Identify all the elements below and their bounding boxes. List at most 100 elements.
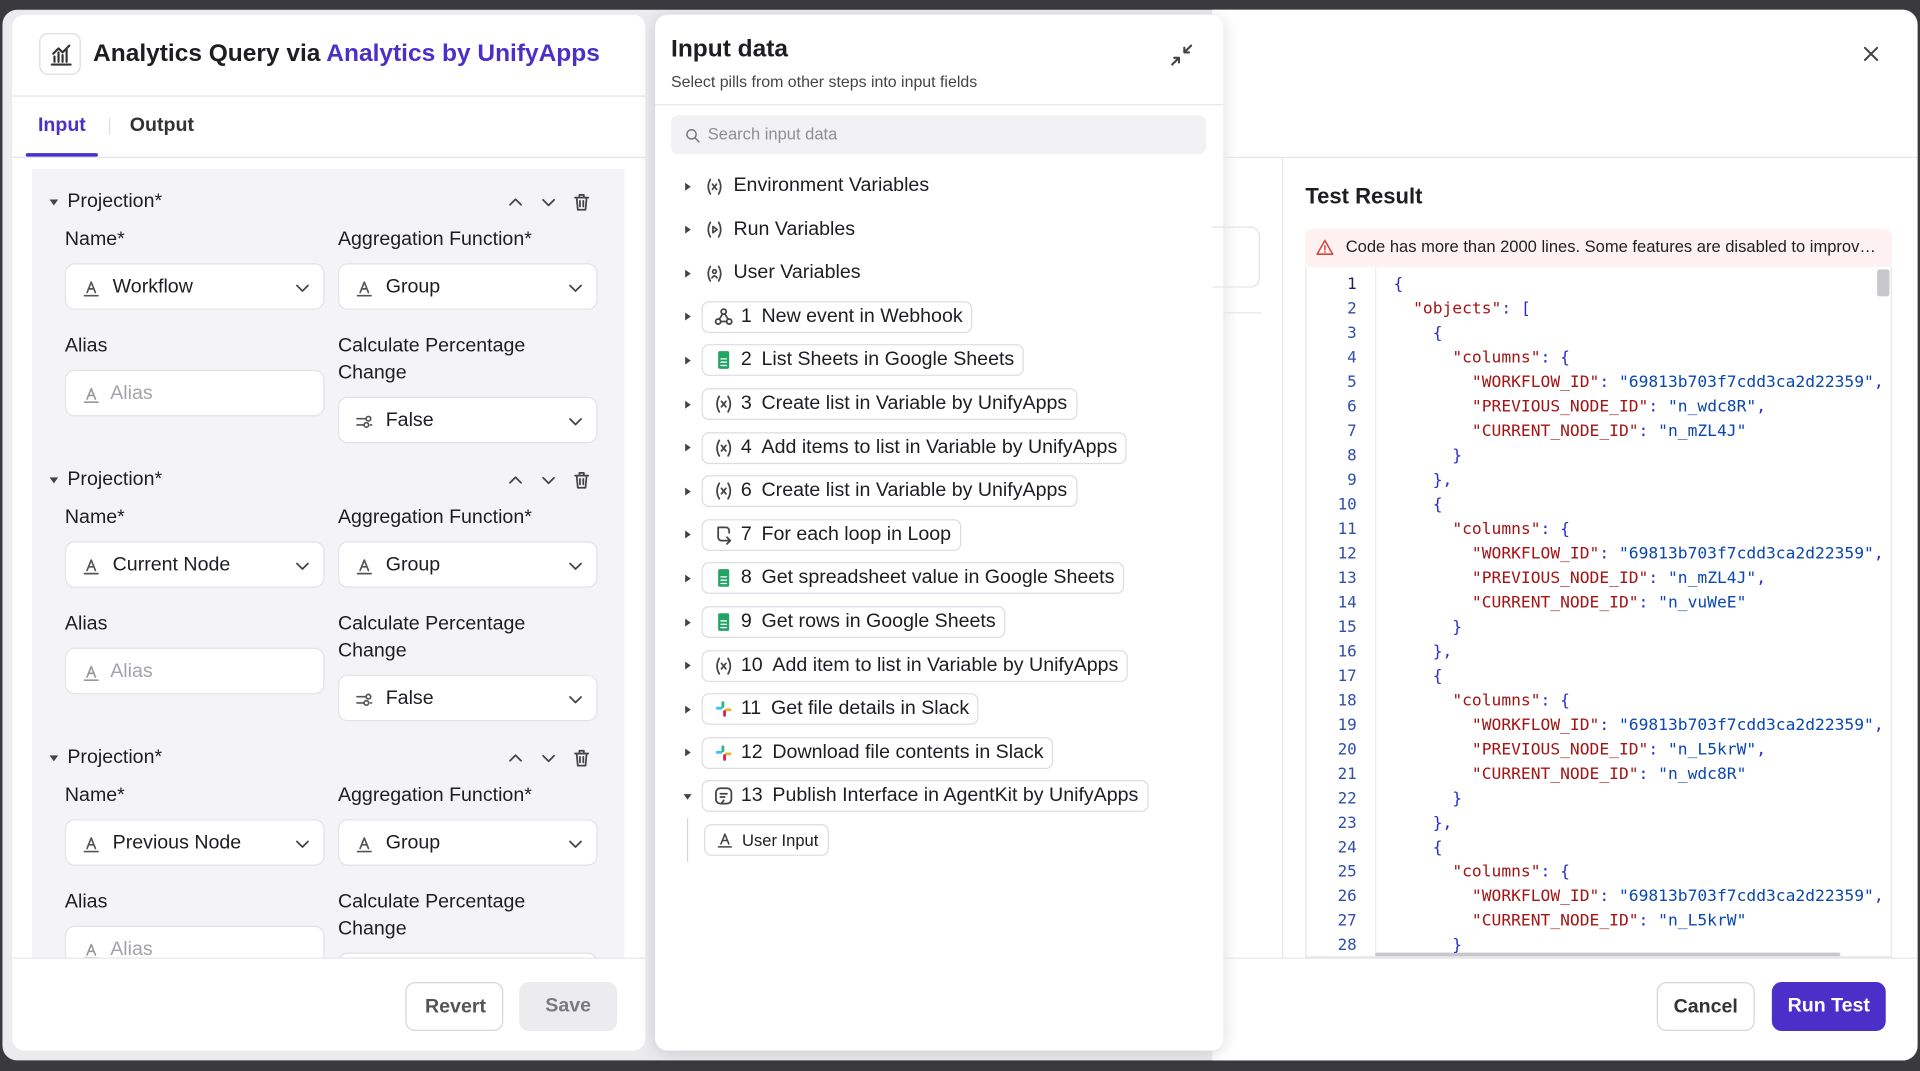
title-link[interactable]: Analytics by UnifyApps: [326, 40, 600, 68]
step-pill[interactable]: 10 Add item to list in Variable by UnifyA…: [701, 649, 1129, 682]
icon-part: [684, 705, 691, 714]
field-label: Aggregation Function*: [337, 228, 532, 250]
code-line: {: [1393, 321, 1443, 348]
name-dropdown[interactable]: Previous Node: [64, 819, 325, 866]
step-label: Add item to list in Variable by UnifyApp…: [772, 654, 1119, 676]
step-pill[interactable]: 4 Add items to list in Variable by UnifyA…: [701, 431, 1128, 464]
icon-part: [362, 699, 369, 706]
icon-part: [718, 351, 730, 370]
icon[interactable]: [538, 469, 560, 491]
icon: [679, 614, 695, 630]
icon-svg: [684, 661, 691, 670]
aggregation-dropdown[interactable]: Group: [337, 819, 598, 866]
icon[interactable]: [504, 469, 526, 491]
icon-svg: [356, 836, 372, 852]
tab[interactable]: Input: [37, 115, 86, 136]
section-label: Projection*: [67, 746, 163, 768]
icon[interactable]: [504, 191, 526, 213]
tree-item[interactable]: User Variables: [733, 262, 861, 284]
step-pill[interactable]: 13 Publish Interface in AgentKit by Unify…: [701, 780, 1149, 813]
icon-part: [684, 530, 691, 539]
line-number: 14: [1337, 593, 1357, 613]
icon-part: [83, 387, 99, 403]
input-placeholder: Alias: [110, 383, 153, 405]
line-number: 24: [1337, 838, 1357, 858]
name-dropdown[interactable]: Current Node: [64, 541, 325, 588]
aggregation-dropdown[interactable]: Group: [337, 541, 598, 588]
child-pill[interactable]: User Input: [704, 824, 830, 856]
step-pill[interactable]: 9 Get rows in Google Sheets: [701, 606, 1006, 638]
button-run-test[interactable]: Run Test: [1771, 982, 1886, 1032]
icon-svg: [355, 692, 372, 706]
button-cancel[interactable]: Cancel: [1656, 982, 1755, 1032]
alias-input[interactable]: Alias: [64, 647, 325, 695]
icon: [48, 42, 75, 69]
code-line: "WORKFLOW_ID": "69813b703f7cdd3ca2d22359…: [1393, 713, 1884, 740]
icon-part: [569, 840, 582, 848]
code-token: [1393, 300, 1413, 318]
tree-item[interactable]: Environment Variables: [733, 175, 930, 196]
icon-svg: [684, 574, 691, 583]
icon[interactable]: [538, 191, 560, 213]
search-input[interactable]: Search input data: [671, 115, 1207, 155]
icon-svg: [1316, 239, 1334, 255]
step-pill[interactable]: 8 Get spreadsheet value in Google Sheets: [701, 562, 1125, 595]
icon[interactable]: [571, 191, 593, 213]
icon-svg: [684, 356, 691, 365]
icon-svg: [569, 562, 582, 570]
code-token: :: [1638, 593, 1659, 613]
icon-svg: [83, 387, 99, 403]
line-number: 15: [1337, 618, 1357, 637]
tree-item[interactable]: Run Variables: [733, 218, 856, 240]
icon[interactable]: [1859, 42, 1883, 66]
step-pill[interactable]: 12 Download file contents in Slack: [701, 736, 1054, 769]
icon: [713, 785, 735, 807]
tab[interactable]: Output: [129, 115, 194, 136]
icon: [713, 655, 735, 677]
step-pill[interactable]: 6 Create list in Variable by UnifyApps: [701, 475, 1077, 508]
step-pill[interactable]: 11 Get file details in Slack: [701, 693, 979, 726]
icon[interactable]: [571, 747, 593, 769]
step-pill[interactable]: 3 Create list in Variable by UnifyApps: [701, 388, 1077, 421]
icon-svg: [684, 312, 691, 321]
button-revert[interactable]: Revert: [405, 982, 504, 1032]
line-number: 26: [1337, 887, 1357, 907]
divider: [12, 957, 646, 959]
icon-svg: [356, 280, 372, 296]
aggregation-dropdown[interactable]: Group: [337, 263, 598, 310]
divider: [655, 104, 1224, 106]
icon-svg: [682, 794, 691, 800]
code-token: [1393, 545, 1471, 563]
step-pill[interactable]: 7 For each loop in Loop: [701, 518, 961, 551]
icon-part: [574, 749, 590, 767]
step-pill[interactable]: 2 List Sheets in Google Sheets: [701, 344, 1025, 377]
icon-part: [542, 754, 555, 763]
code-line: }: [1393, 615, 1462, 642]
name-dropdown[interactable]: Workflow: [64, 263, 325, 310]
icon-part: [296, 840, 309, 848]
icon[interactable]: [538, 747, 560, 769]
code-token: "objects": [1413, 300, 1502, 319]
step-pill[interactable]: 1 New event in Webhook: [701, 300, 973, 333]
alias-input[interactable]: Alias: [64, 369, 325, 417]
icon-svg: [684, 182, 691, 191]
icon-part: [296, 284, 309, 292]
code-token: "WORKFLOW_ID": [1471, 544, 1600, 564]
button-save[interactable]: Save: [519, 982, 618, 1032]
percentage-dropdown[interactable]: False: [337, 674, 598, 722]
icon[interactable]: [504, 747, 526, 769]
step-number: 4: [740, 436, 752, 458]
icon[interactable]: [571, 469, 593, 491]
icon-part: [716, 395, 732, 413]
alias-input[interactable]: Alias: [64, 925, 325, 958]
percentage-dropdown[interactable]: False: [337, 396, 598, 444]
code-line: "WORKFLOW_ID": "69813b703f7cdd3ca2d22359…: [1393, 370, 1884, 397]
icon: [80, 833, 101, 854]
dropdown-value: Group: [385, 832, 441, 854]
icon: [713, 524, 735, 546]
icon-svg: [684, 225, 691, 234]
icon-part: [83, 943, 99, 958]
input-placeholder: Alias: [110, 939, 153, 958]
icon[interactable]: [1168, 42, 1195, 69]
step-label: Publish Interface in AgentKit by UnifyAp…: [772, 785, 1139, 807]
